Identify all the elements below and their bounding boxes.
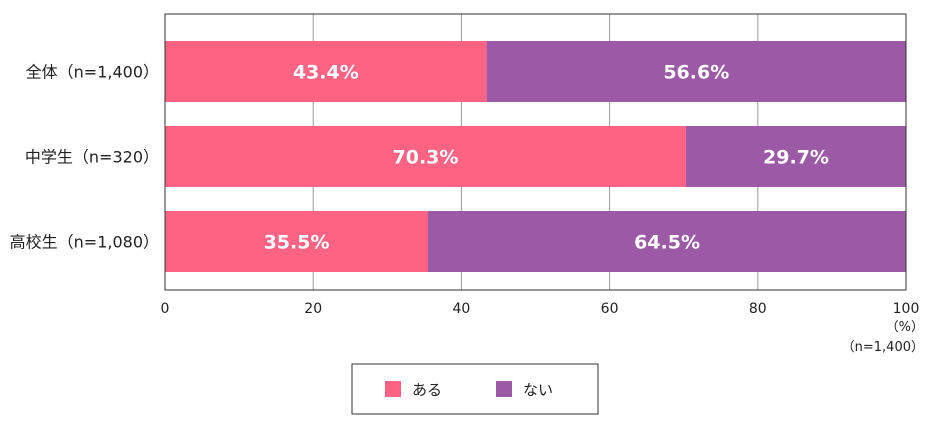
x-axis-ticks: 0 20 40 60 80 100: [161, 301, 920, 317]
bar-aru: [165, 126, 686, 187]
bars: 43.4% 56.6% 70.3% 29.7% 35.5% 64.5%: [165, 41, 906, 272]
x-tick-label: 80: [749, 301, 767, 317]
x-tick-label: 20: [304, 301, 322, 317]
bar-value-label: 43.4%: [293, 62, 359, 84]
bar-aru: [165, 41, 487, 102]
category-label: 中学生（n=320）: [25, 148, 159, 167]
x-axis-unit: （%）: [886, 320, 924, 335]
sample-size-note: （n=1,400）: [842, 340, 924, 355]
legend-swatch: [496, 381, 512, 397]
bar-nai: [685, 126, 906, 187]
category-labels: 全体（n=1,400） 中学生（n=320） 高校生（n=1,080）: [10, 63, 159, 252]
bar-value-label: 35.5%: [264, 232, 330, 254]
legend-label: ある: [412, 381, 442, 399]
x-tick-label: 60: [601, 301, 619, 317]
x-tick-label: 100: [893, 301, 920, 317]
bar-value-label: 70.3%: [393, 147, 459, 169]
bar-nai: [486, 41, 906, 102]
bar-nai: [428, 211, 906, 272]
bar-aru: [165, 211, 429, 272]
bar-value-label: 29.7%: [763, 147, 829, 169]
bar-value-label: 56.6%: [663, 62, 729, 84]
category-label: 高校生（n=1,080）: [10, 233, 159, 252]
legend: ある ない: [351, 363, 599, 415]
x-tick-label: 40: [452, 301, 470, 317]
x-tick-label: 0: [161, 301, 170, 317]
legend-label: ない: [523, 381, 553, 399]
category-label: 全体（n=1,400）: [26, 63, 159, 82]
bar-value-label: 64.5%: [634, 232, 700, 254]
legend-swatch: [385, 381, 401, 397]
plot-frame: [164, 13, 907, 291]
